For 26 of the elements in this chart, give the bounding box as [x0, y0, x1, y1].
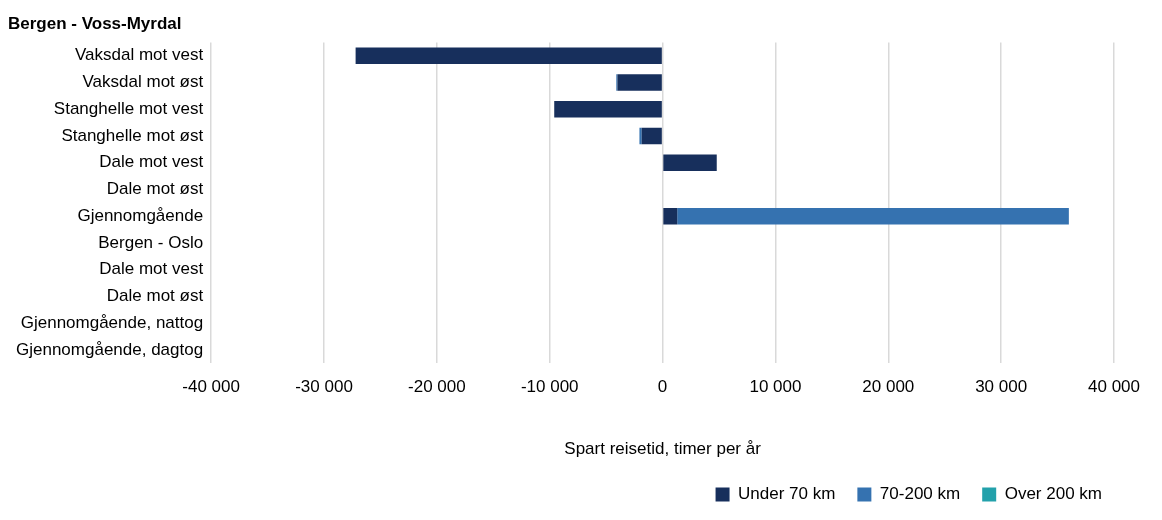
y-tick-label: Dale mot vest [99, 259, 204, 279]
y-tick-label: Gjennomgående, nattog [20, 312, 204, 332]
x-tick-label: 10 000 [749, 377, 802, 397]
y-tick-label: Vaksdal mot øst [82, 72, 204, 92]
y-tick-label: Gjennomgående [77, 205, 204, 225]
x-tick-label: -10 000 [520, 377, 579, 397]
y-tick-label: Vaksdal mot vest [74, 45, 204, 65]
y-tick-label: Dale mot øst [106, 286, 204, 306]
chart-title: Bergen - Voss-Myrdal [8, 13, 182, 33]
y-tick-label: Dale mot øst [106, 179, 204, 199]
y-tick-label: Bergen - Oslo [98, 232, 204, 252]
x-tick-label: -30 000 [295, 377, 353, 397]
legend-label: Over 200 km [1004, 484, 1102, 504]
x-tick-label: 0 [657, 377, 668, 397]
legend-label: 70-200 km [879, 484, 961, 504]
y-tick-label: Gjennomgående, dagtog [15, 339, 204, 359]
x-tick-label: 30 000 [975, 377, 1028, 397]
y-tick-label: Dale mot vest [99, 152, 204, 172]
legend-label: Under 70 km [738, 484, 836, 504]
x-tick-label: 40 000 [1088, 377, 1140, 397]
y-tick-label: Stanghelle mot vest [53, 98, 204, 118]
x-tick-label: -40 000 [182, 377, 240, 397]
x-tick-label: -20 000 [408, 377, 466, 397]
x-tick-label: 20 000 [862, 377, 915, 397]
y-tick-label: Stanghelle mot øst [61, 125, 204, 145]
x-axis-title: Spart reisetid, timer per år [564, 439, 762, 459]
